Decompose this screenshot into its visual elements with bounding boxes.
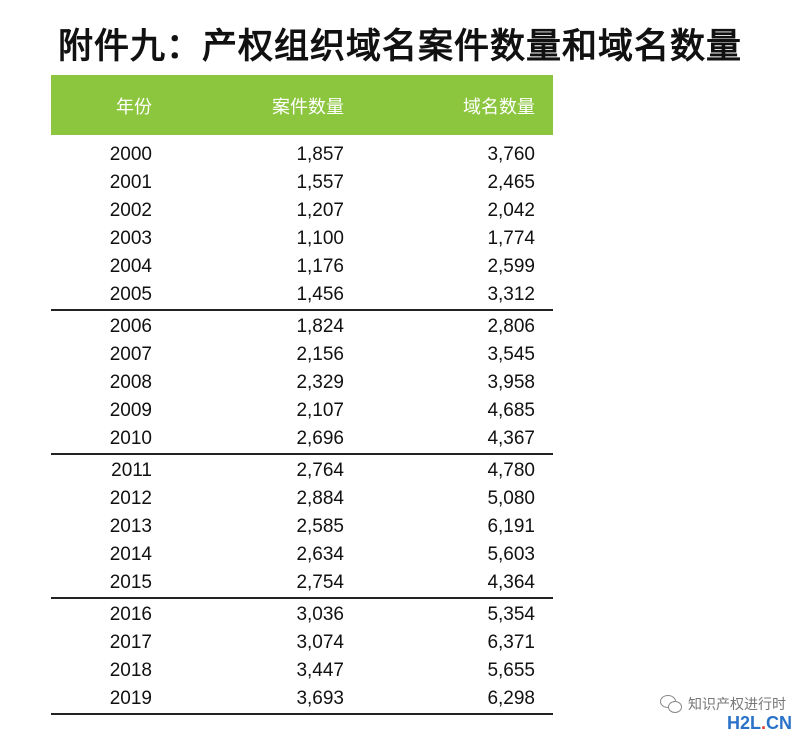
cell-year: 2015 xyxy=(51,569,170,599)
cell-year: 2011 xyxy=(111,460,152,481)
cell-domains: 6,298 xyxy=(362,685,553,715)
cell-domains: 3,312 xyxy=(362,281,553,311)
table-row: 2016 3,036 5,354 xyxy=(51,598,553,629)
cell-cases: 2,884 xyxy=(296,488,344,509)
cell-domains: 5,603 xyxy=(487,544,535,565)
cell-cases: 3,074 xyxy=(296,632,344,653)
cell-year: 2014 xyxy=(109,544,152,565)
cell-domains: 5,354 xyxy=(487,604,535,625)
table-row: 2006 1,824 2,806 xyxy=(51,310,553,341)
cell-cases: 1,207 xyxy=(296,200,344,221)
table-row: 2018 3,447 5,655 xyxy=(51,657,553,685)
cell-cases: 1,857 xyxy=(296,144,344,165)
header-year: 年份 xyxy=(51,75,170,135)
cell-cases: 2,585 xyxy=(296,516,344,537)
logo-main: H2L xyxy=(726,713,761,733)
domain-cases-table: 年份 案件数量 域名数量 2000 1,857 3,760 2001 1,557 2,46… xyxy=(51,75,553,715)
cell-year: 2017 xyxy=(109,632,152,653)
cell-domains: 5,655 xyxy=(487,660,535,681)
cell-year: 2009 xyxy=(109,400,152,421)
cell-domains: 2,599 xyxy=(487,256,535,277)
table-row: 2013 2,585 6,191 xyxy=(51,513,553,541)
data-table-container: 年份 案件数量 域名数量 2000 1,857 3,760 2001 1,557 2,46… xyxy=(51,75,553,715)
page-title: 附件九：产权组织域名案件数量和域名数量 xyxy=(58,27,743,67)
table-row: 2011 2,764 4,780 xyxy=(51,454,553,485)
wechat-watermark: 知识产权进行时 xyxy=(660,694,786,714)
cell-cases: 1,456 xyxy=(170,281,362,311)
cell-domains: 6,191 xyxy=(487,516,535,537)
cell-year: 2008 xyxy=(109,372,152,393)
table-row: 2003 1,100 1,774 xyxy=(51,225,553,253)
cell-cases: 2,754 xyxy=(170,569,362,599)
table-row: 2017 3,074 6,371 xyxy=(51,629,553,657)
cell-cases: 3,036 xyxy=(296,604,344,625)
cell-year: 2018 xyxy=(109,660,152,681)
cell-year: 2001 xyxy=(109,172,152,193)
cell-cases: 1,557 xyxy=(296,172,344,193)
cell-domains: 2,042 xyxy=(487,200,535,221)
cell-cases: 2,696 xyxy=(170,425,362,455)
table-row: 2014 2,634 5,603 xyxy=(51,541,553,569)
table-header-row: 年份 案件数量 域名数量 xyxy=(51,75,553,135)
cell-year: 2004 xyxy=(109,256,152,277)
cell-cases: 3,693 xyxy=(170,685,362,715)
cell-domains: 3,760 xyxy=(487,144,535,165)
cell-domains: 4,685 xyxy=(487,400,535,421)
cell-domains: 2,465 xyxy=(487,172,535,193)
cell-domains: 4,367 xyxy=(362,425,553,455)
cell-year: 2002 xyxy=(109,200,152,221)
table-row: 2015 2,754 4,364 xyxy=(51,569,553,599)
cell-year: 2003 xyxy=(109,228,152,249)
cell-domains: 4,780 xyxy=(487,460,535,481)
cell-cases: 2,107 xyxy=(296,400,344,421)
table-row: 2002 1,207 2,042 xyxy=(51,197,553,225)
cell-cases: 1,100 xyxy=(296,228,344,249)
cell-domains: 3,545 xyxy=(487,344,535,365)
logo-suffix: CN xyxy=(766,713,792,733)
table-row: 2010 2,696 4,367 xyxy=(51,425,553,455)
cell-year: 2012 xyxy=(109,488,152,509)
table-body: 2000 1,857 3,760 2001 1,557 2,465 2002 1,207 2,0… xyxy=(51,135,553,715)
cell-domains: 2,806 xyxy=(487,316,535,337)
cell-cases: 2,764 xyxy=(296,460,344,481)
header-domains: 域名数量 xyxy=(362,75,553,135)
table-row: 2001 1,557 2,465 xyxy=(51,169,553,197)
cell-year: 2005 xyxy=(51,281,170,311)
wechat-icon xyxy=(660,695,682,713)
cell-domains: 4,364 xyxy=(362,569,553,599)
logo-dot: . xyxy=(760,713,766,733)
table-row: 2004 1,176 2,599 xyxy=(51,253,553,281)
cell-year: 2016 xyxy=(109,604,152,625)
cell-domains: 3,958 xyxy=(487,372,535,393)
table-row: 2008 2,329 3,958 xyxy=(51,369,553,397)
cell-cases: 2,634 xyxy=(296,544,344,565)
cell-domains: 6,371 xyxy=(487,632,535,653)
table-row: 2009 2,107 4,685 xyxy=(51,397,553,425)
site-logo: H2L.CN xyxy=(727,713,792,734)
table-row: 2005 1,456 3,312 xyxy=(51,281,553,311)
cell-year: 2006 xyxy=(109,316,152,337)
watermark-text: 知识产权进行时 xyxy=(688,697,786,713)
table-row: 2019 3,693 6,298 xyxy=(51,685,553,715)
cell-year: 2019 xyxy=(51,685,170,715)
cell-domains: 5,080 xyxy=(487,488,535,509)
cell-year: 2013 xyxy=(109,516,152,537)
cell-year: 2000 xyxy=(109,144,152,165)
header-cases: 案件数量 xyxy=(170,75,362,135)
cell-domains: 1,774 xyxy=(487,228,535,249)
table-row: 2000 1,857 3,760 xyxy=(51,135,553,169)
cell-cases: 2,156 xyxy=(296,344,344,365)
table-row: 2012 2,884 5,080 xyxy=(51,485,553,513)
cell-cases: 1,824 xyxy=(296,316,344,337)
table-row: 2007 2,156 3,545 xyxy=(51,341,553,369)
cell-cases: 2,329 xyxy=(296,372,344,393)
cell-cases: 1,176 xyxy=(296,256,344,277)
cell-year: 2010 xyxy=(51,425,170,455)
cell-cases: 3,447 xyxy=(296,660,344,681)
cell-year: 2007 xyxy=(109,344,152,365)
